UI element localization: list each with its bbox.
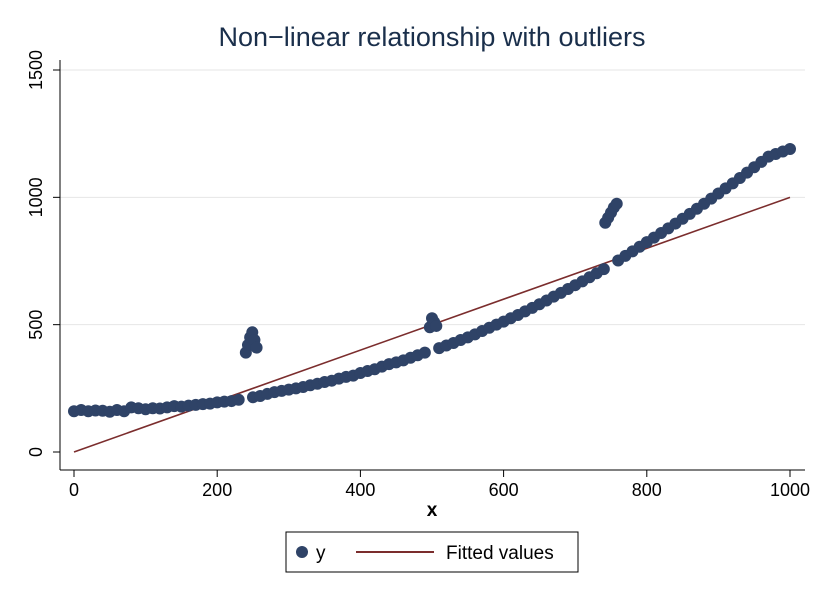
scatter-points xyxy=(68,142,796,418)
legend: y Fitted values xyxy=(285,531,579,573)
y-ticks: 0 500 1000 1500 xyxy=(26,50,60,457)
scatter-point xyxy=(784,142,796,155)
legend-label-y: y xyxy=(316,543,326,564)
scatter-point xyxy=(418,346,431,359)
legend-label-fitted: Fitted values xyxy=(446,543,554,564)
scatter-point xyxy=(232,393,245,406)
x-tick-label: 400 xyxy=(345,480,375,500)
scatter-point xyxy=(430,319,443,332)
x-ticks: 0 200 400 600 800 1000 xyxy=(69,470,810,500)
x-tick-label: 200 xyxy=(202,480,232,500)
scatter-point xyxy=(610,197,623,210)
x-tick-label: 800 xyxy=(632,480,662,500)
x-axis-label: x xyxy=(427,500,438,521)
x-tick-label: 1000 xyxy=(770,480,810,500)
chart-title: Non−linear relationship with outliers xyxy=(219,22,646,52)
y-tick-label: 1500 xyxy=(26,50,46,90)
y-tick-label: 1000 xyxy=(26,177,46,217)
legend-marker-y xyxy=(296,546,308,558)
x-tick-label: 600 xyxy=(489,480,519,500)
scatter-point xyxy=(597,263,610,276)
y-tick-label: 0 xyxy=(26,447,46,457)
y-tick-label: 500 xyxy=(26,310,46,340)
x-tick-label: 0 xyxy=(69,480,79,500)
scatter-point xyxy=(250,341,263,354)
